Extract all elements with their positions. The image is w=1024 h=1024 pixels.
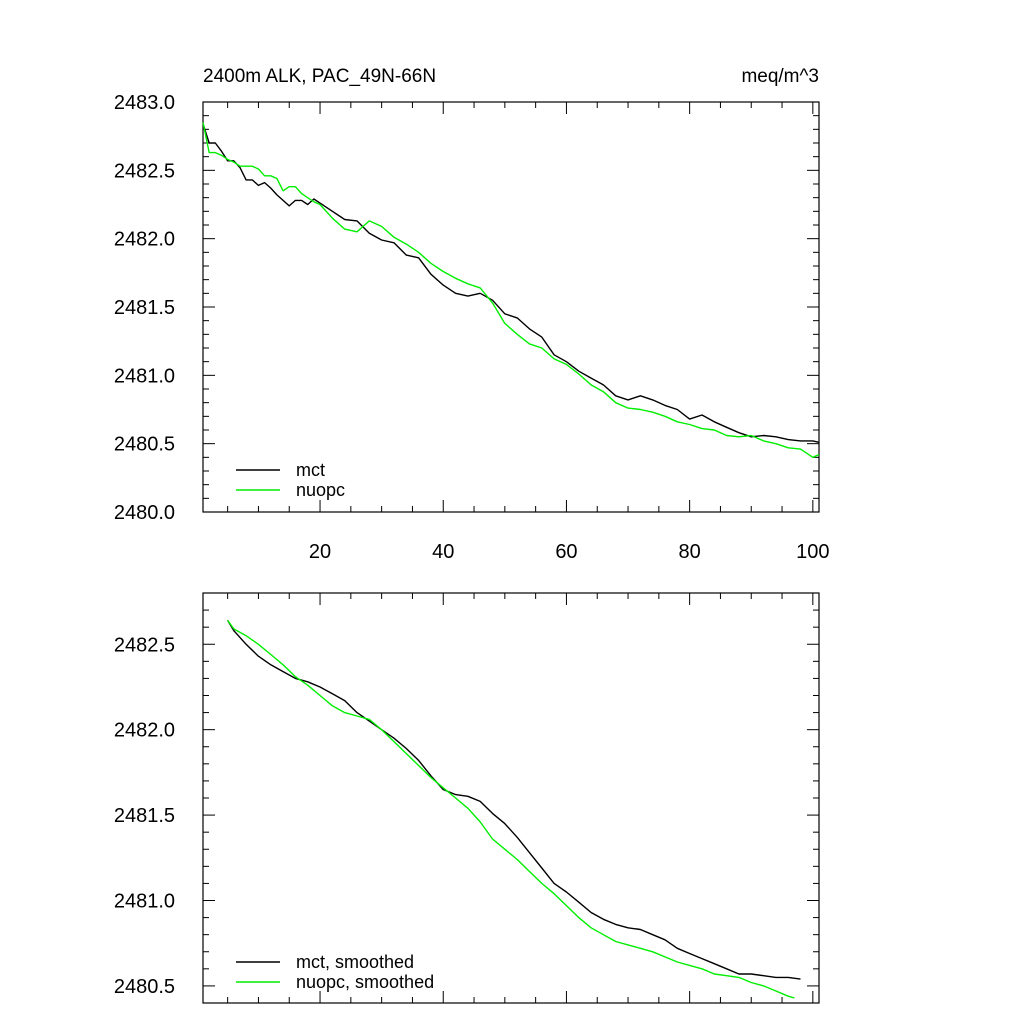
y-tick-label: 2483.0 [114, 92, 175, 114]
y-tick-label: 2482.0 [114, 720, 175, 742]
bottom-panel: 2480.5 2481.0 2481.5 2482.0 2482.5 mct, smoo… [114, 592, 820, 1004]
x-tick-label: 80 [679, 541, 701, 563]
top-y-tick-labels: 2480.0 2480.5 2481.0 2481.5 2482.0 2482.5 2483… [114, 92, 175, 524]
top-axis-ticks [203, 101, 819, 513]
x-tick-label: 40 [432, 541, 454, 563]
top-series-lines [202, 122, 820, 458]
top-panel: 2400m ALK, PAC_49N-66N meq/m^3 2480.0248… [114, 66, 830, 563]
y-tick-label: 2482.5 [114, 160, 175, 182]
legend-label-mct-smoothed: mct, smoothed [296, 952, 414, 972]
y-tick-label: 2480.5 [114, 434, 175, 456]
series-line-nuopc [202, 122, 820, 458]
bottom-y-tick-labels: 2480.5 2481.0 2481.5 2482.0 2482.5 [114, 634, 175, 998]
top-plot-frame [202, 101, 820, 513]
legend-label-nuopc: nuopc [296, 480, 345, 500]
bottom-axis-ticks [203, 592, 819, 1004]
y-tick-label: 2482.0 [114, 229, 175, 251]
y-tick-label: 2481.5 [114, 297, 175, 319]
x-tick-label: 20 [309, 541, 331, 563]
series-line-mct [202, 123, 820, 443]
series-line-nuopc-smoothed [227, 619, 795, 999]
top-x-tick-labels: 20 40 60 80 100 [309, 541, 830, 563]
y-tick-label: 2481.0 [114, 365, 175, 387]
legend-label-nuopc-smoothed: nuopc, smoothed [296, 972, 434, 992]
bottom-plot-frame [202, 592, 820, 1004]
y-tick-label: 2480.0 [114, 502, 175, 524]
y-tick-label: 2480.5 [114, 976, 175, 998]
x-tick-label: 100 [796, 541, 829, 563]
y-tick-label: 2482.5 [114, 634, 175, 656]
top-chart-title: 2400m ALK, PAC_49N-66N [203, 66, 436, 87]
x-tick-label: 60 [555, 541, 577, 563]
legend-label-mct: mct [296, 460, 325, 480]
series-line-mct-smoothed [227, 619, 801, 980]
top-legend: mct nuopc [236, 460, 345, 500]
top-chart-units: meq/m^3 [741, 66, 819, 87]
y-tick-label: 2481.0 [114, 891, 175, 913]
y-tick-label: 2481.5 [114, 805, 175, 827]
bottom-legend: mct, smoothed nuopc, smoothed [236, 952, 434, 992]
bottom-series-lines [227, 619, 801, 999]
